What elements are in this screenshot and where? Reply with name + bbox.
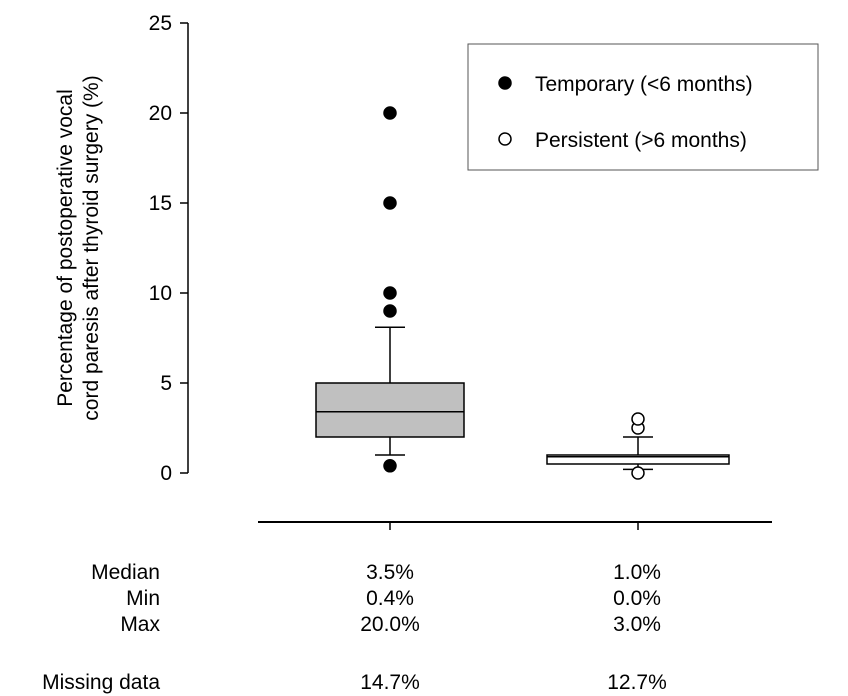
y-tick-label: 25 (149, 12, 172, 35)
outlier-point (631, 466, 645, 480)
outlier-point (383, 286, 397, 300)
persistent-max: 3.0% (613, 613, 661, 636)
stat-label-median: Median (91, 561, 160, 584)
y-tick-label: 0 (160, 462, 172, 485)
outlier-point (383, 106, 397, 120)
temporary-max: 20.0% (360, 613, 420, 636)
outlier-point (383, 459, 397, 473)
persistent-min: 0.0% (613, 587, 661, 610)
legend-open-circle-icon (498, 132, 512, 146)
box-series (315, 106, 730, 530)
temporary-median: 3.5% (366, 561, 414, 584)
y-axis-label-line: Percentage of postoperative vocal (54, 89, 77, 407)
persistent-median: 1.0% (613, 561, 661, 584)
outlier-point (383, 304, 397, 318)
y-tick-label: 15 (149, 192, 172, 215)
legend-label: Persistent (>6 months) (535, 129, 747, 152)
stat-label-missing: Missing data (42, 671, 160, 694)
legend-label: Temporary (<6 months) (535, 73, 753, 96)
box-temporary (315, 106, 465, 530)
temporary-missing: 14.7% (360, 671, 420, 694)
persistent-missing: 12.7% (607, 671, 667, 694)
legend: Temporary (<6 months) Persistent (>6 mont… (467, 43, 819, 171)
temporary-min: 0.4% (366, 587, 414, 610)
y-tick-label: 5 (160, 372, 172, 395)
y-tick-label: 20 (149, 102, 172, 125)
legend-box (467, 43, 819, 171)
outlier-point (383, 196, 397, 210)
box-persistent (546, 412, 730, 530)
y-axis-label-line: cord paresis after thyroid surgery (%) (80, 75, 103, 420)
box-plot-chart: 0 5 10 15 20 25 Percentage of postoperative v… (54, 12, 819, 530)
y-axis: 0 5 10 15 20 25 (149, 12, 189, 485)
outlier-point (631, 412, 645, 426)
y-axis-label: Percentage of postoperative vocal cord pa… (54, 75, 103, 420)
legend-filled-circle-icon (498, 76, 512, 90)
stat-label-max: Max (120, 613, 160, 636)
stat-label-min: Min (126, 587, 160, 610)
y-tick-label: 10 (149, 282, 172, 305)
box-body (315, 382, 465, 438)
box-body (546, 454, 730, 465)
